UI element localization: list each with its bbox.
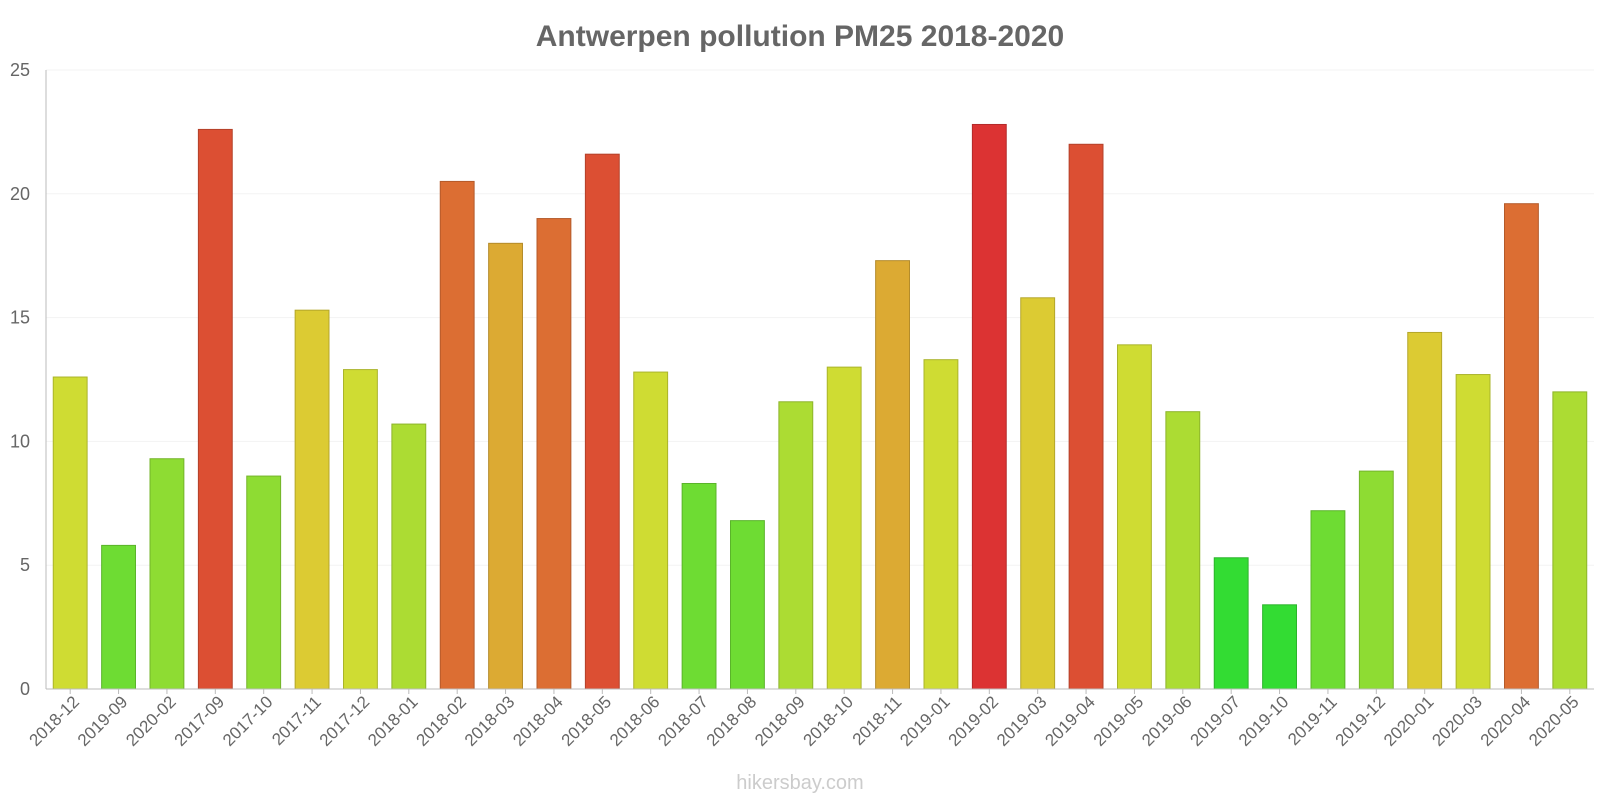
x-tick-label: 2019-01 (896, 692, 954, 750)
bar[interactable] (536, 218, 572, 690)
x-tick-label: 2019-06 (1138, 692, 1196, 750)
bar[interactable] (439, 180, 475, 690)
bar[interactable] (584, 153, 620, 690)
y-tick-label: 15 (10, 308, 30, 328)
bar[interactable] (1552, 391, 1588, 690)
bar[interactable] (1358, 470, 1394, 690)
x-tick-label: 2018-08 (703, 692, 761, 750)
bar[interactable] (294, 309, 330, 690)
y-tick-label: 10 (10, 431, 30, 451)
x-tick-label: 2019-11 (1284, 692, 1341, 749)
x-tick-label: 2018-10 (799, 692, 857, 750)
chart-title: Antwerpen pollution PM25 2018-2020 (536, 20, 1064, 53)
x-tick-label: 2018-11 (849, 692, 906, 749)
bar[interactable] (826, 366, 862, 690)
x-tick-label: 2018-09 (751, 692, 809, 750)
bar[interactable] (391, 423, 427, 690)
bar[interactable] (923, 359, 959, 690)
y-tick-label: 25 (10, 60, 30, 80)
bar[interactable] (246, 475, 282, 690)
bar[interactable] (1213, 557, 1249, 690)
x-tick-label: 2019-07 (1186, 692, 1244, 750)
x-tick-label: 2018-05 (558, 692, 616, 750)
y-tick-label: 20 (10, 184, 30, 204)
x-tick-label: 2020-03 (1428, 692, 1486, 750)
bar[interactable] (1262, 604, 1297, 690)
bar[interactable] (149, 458, 185, 690)
x-tick-label: 2018-03 (461, 692, 519, 750)
x-tick-label: 2018-12 (25, 692, 83, 750)
credit-text: hikersbay.com (736, 772, 863, 794)
bar[interactable] (1504, 203, 1539, 690)
x-tick-label: 2019-09 (74, 692, 132, 750)
x-tick-label: 2019-02 (945, 692, 1003, 750)
bar[interactable] (488, 242, 523, 690)
bar[interactable] (730, 520, 765, 690)
x-tick-label: 2018-07 (654, 692, 712, 750)
x-tick-label: 2018-02 (412, 692, 470, 750)
x-tick-label: 2019-03 (993, 692, 1051, 750)
bar[interactable] (1020, 297, 1056, 690)
x-tick-label: 2020-01 (1380, 692, 1438, 750)
bar[interactable] (197, 128, 233, 690)
axes (45, 70, 1594, 690)
x-tick-label: 2020-05 (1525, 692, 1583, 750)
x-tick-label: 2018-04 (509, 692, 567, 750)
x-tick-label: 2017-09 (171, 692, 229, 750)
x-tick-label: 2018-01 (364, 692, 422, 750)
x-tick-label: 2017-12 (316, 692, 374, 750)
x-tick-label: 2019-12 (1332, 692, 1390, 750)
x-axis-ticks: 2018-122019-092020-022017-092017-102017-… (25, 689, 1583, 750)
bar[interactable] (1310, 510, 1346, 690)
bar[interactable] (1117, 344, 1152, 690)
y-tick-label: 0 (20, 679, 30, 699)
bar[interactable] (875, 260, 910, 690)
bar[interactable] (681, 482, 717, 690)
x-tick-label: 2020-02 (122, 692, 180, 750)
bar[interactable] (343, 369, 378, 690)
bar[interactable] (1455, 374, 1491, 690)
y-axis-ticks: 0 5 10 15 20 25 (10, 60, 30, 699)
bar[interactable] (633, 371, 669, 690)
x-tick-label: 2019-10 (1235, 692, 1293, 750)
x-tick-label: 2019-04 (1041, 692, 1099, 750)
x-tick-label: 2019-05 (1090, 692, 1148, 750)
bar[interactable] (1165, 411, 1201, 690)
bars (52, 123, 1588, 690)
bar[interactable] (1068, 143, 1104, 690)
x-tick-label: 2017-10 (219, 692, 277, 750)
x-tick-label: 2018-06 (606, 692, 664, 750)
bar[interactable] (101, 544, 136, 690)
x-tick-label: 2017-11 (268, 692, 325, 749)
x-tick-label: 2020-04 (1477, 692, 1535, 750)
bar[interactable] (1407, 331, 1443, 690)
bar[interactable] (971, 123, 1007, 690)
y-tick-label: 5 (20, 555, 30, 575)
bar[interactable] (52, 376, 88, 690)
bar[interactable] (778, 401, 814, 690)
